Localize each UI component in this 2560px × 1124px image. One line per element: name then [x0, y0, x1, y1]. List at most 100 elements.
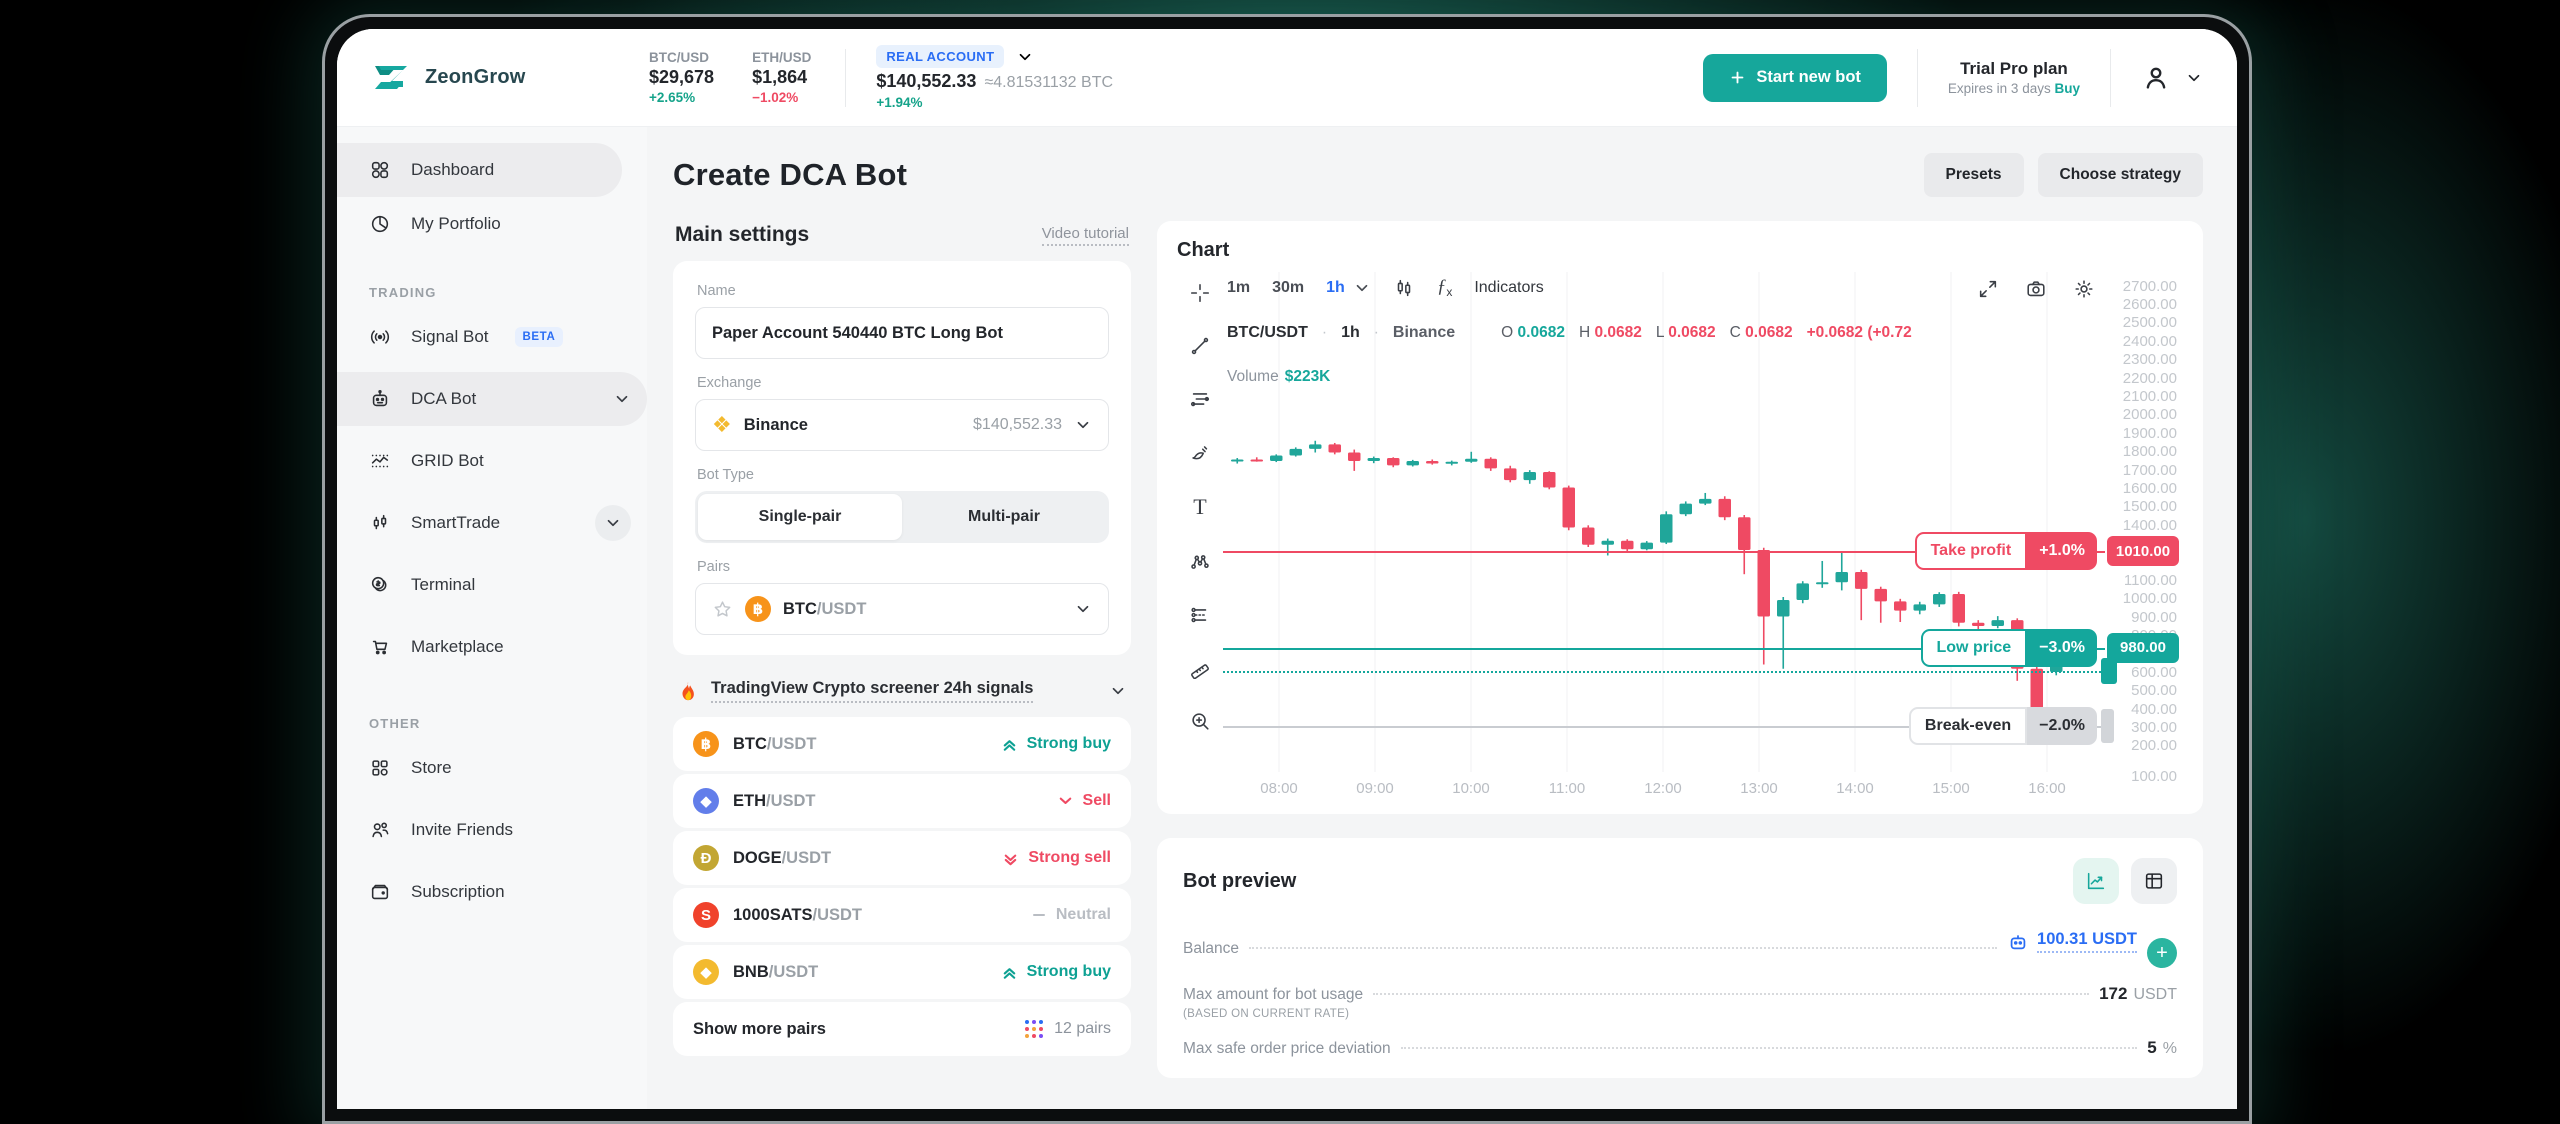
pair-quote: /USDT	[817, 600, 867, 618]
ticker-btc-usd: BTC/USD$29,678+2.65%	[649, 50, 714, 105]
choose-strategy-button[interactable]: Choose strategy	[2038, 153, 2203, 197]
ohlc-change: +0.0682 (+0.72	[1807, 324, 1912, 342]
plan-buy-link[interactable]: Buy	[2054, 81, 2080, 96]
sidebar-item-label: Subscription	[411, 882, 505, 902]
fx-icon[interactable]: ƒx	[1437, 276, 1453, 299]
crosshair-tool-icon[interactable]	[1189, 282, 1211, 304]
preview-table-view-button[interactable]	[2131, 858, 2177, 904]
account-chevron-down-icon[interactable]	[1016, 48, 1034, 66]
favorite-star-icon[interactable]	[712, 599, 733, 620]
sidebar-item-my-portfolio[interactable]: My Portfolio	[337, 197, 647, 251]
spacer	[337, 364, 647, 372]
balance-value[interactable]: 100.31 USDT	[2037, 930, 2137, 953]
plus-icon	[1729, 69, 1746, 86]
expand-icon[interactable]	[1977, 278, 1999, 300]
presets-button[interactable]: Presets	[1924, 153, 2024, 197]
signal-pair: DOGE/USDT	[733, 849, 831, 868]
break-even-handle[interactable]	[2101, 709, 2114, 743]
zoom-tool-icon[interactable]	[1189, 710, 1211, 732]
sidebar-item-terminal[interactable]: Terminal	[337, 558, 647, 612]
bot-type-single-pair[interactable]: Single-pair	[698, 494, 902, 540]
invite-icon	[369, 819, 391, 841]
sidebar-item-invite-friends[interactable]: Invite Friends	[337, 803, 647, 857]
text-tool-icon[interactable]: T	[1193, 494, 1206, 520]
signals-header[interactable]: TradingView Crypto screener 24h signals	[711, 679, 1033, 703]
chart-type-candles-icon[interactable]	[1393, 277, 1415, 299]
y-tick-1800: 1800.00	[2123, 443, 2177, 460]
sidebar-item-store[interactable]: Store	[337, 741, 647, 795]
take-profit-label[interactable]: Take profit+1.0%	[1915, 532, 2097, 570]
ruler-tool-icon[interactable]	[1189, 657, 1211, 679]
signals-chevron-down-icon[interactable]	[1109, 682, 1127, 700]
timeframe-1m[interactable]: 1m	[1227, 279, 1250, 297]
bot-type-segmented: Single-pair Multi-pair	[695, 491, 1109, 543]
max-amount-unit: USDT	[2133, 986, 2177, 1003]
pair-select[interactable]: ฿ BTC/USDT	[695, 583, 1109, 635]
timeframe-30m[interactable]: 30m	[1272, 279, 1304, 297]
chevron-down-icon[interactable]	[613, 390, 631, 408]
sidebar-item-label: Dashboard	[411, 160, 494, 180]
sidebar-item-subscription[interactable]: Subscription	[337, 865, 647, 919]
chevron-down-icon[interactable]	[595, 505, 631, 541]
xabcd-tool-icon[interactable]	[1189, 551, 1211, 573]
camera-icon[interactable]	[2025, 278, 2047, 300]
candlestick-plot[interactable]: Take profit+1.0% Low price−3.0% Break-even…	[1223, 272, 2105, 772]
user-menu[interactable]	[2141, 63, 2203, 93]
ticker-eth-usd: ETH/USD$1,864−1.02%	[752, 50, 811, 105]
dot: ·	[1322, 324, 1327, 342]
position-tool-icon[interactable]	[1189, 604, 1211, 626]
page-title: Create DCA Bot	[673, 157, 907, 193]
dca-icon	[369, 388, 391, 410]
timeframe-1h[interactable]: 1h	[1326, 279, 1345, 297]
y-tick-900: 900.00	[2131, 609, 2177, 626]
sidebar-item-smarttrade[interactable]: SmartTrade	[337, 496, 647, 550]
trend-tool-icon[interactable]	[1189, 335, 1211, 357]
sidebar-item-dca-bot[interactable]: DCA Bot	[337, 372, 647, 426]
sidebar-item-grid-bot[interactable]: GRID Bot	[337, 434, 647, 488]
gear-icon[interactable]	[2073, 278, 2095, 300]
video-tutorial-link[interactable]: Video tutorial	[1042, 225, 1129, 246]
add-funds-button[interactable]: +	[2147, 938, 2177, 968]
max-amount-value: 172	[2099, 984, 2127, 1003]
ticker-price: $29,678	[649, 67, 714, 88]
exchange-name: Binance	[744, 416, 808, 435]
indicators-label[interactable]: Indicators	[1474, 279, 1543, 297]
timeframe-chevron-icon[interactable]	[1353, 279, 1371, 297]
price-axis[interactable]: 100.00200.00300.00400.00500.00600.00700.…	[2105, 272, 2183, 804]
low-price-price-tag: 980.00	[2107, 633, 2179, 663]
sidebar-item-marketplace[interactable]: Marketplace	[337, 620, 647, 674]
account-type-badge[interactable]: REAL ACCOUNT	[876, 45, 1004, 68]
bot-name-input[interactable]	[695, 307, 1109, 359]
safety-line-handle[interactable]	[2101, 658, 2117, 684]
bot-type-multi-pair[interactable]: Multi-pair	[902, 494, 1106, 540]
low-price-percent: −3.0%	[2027, 629, 2097, 667]
take-profit-label-text: Take profit	[1915, 532, 2028, 570]
pairs-label: Pairs	[697, 559, 1107, 575]
break-even-label[interactable]: Break-even−2.0%	[1909, 707, 2097, 745]
safety-line-line[interactable]	[1223, 671, 2105, 673]
signal-down-icon	[1056, 792, 1075, 811]
fib-tool-icon[interactable]	[1189, 388, 1211, 410]
brush-tool-icon[interactable]	[1189, 441, 1211, 463]
y-tick-1500: 1500.00	[2123, 498, 2177, 515]
brand[interactable]: ZeonGrow	[367, 56, 649, 100]
preview-chart-view-button[interactable]	[2073, 858, 2119, 904]
spacer	[337, 488, 647, 496]
x-tick-09-00: 09:00	[1356, 780, 1394, 797]
signal-strong-up-icon	[1000, 963, 1019, 982]
y-tick-500: 500.00	[2131, 682, 2177, 699]
show-more-pairs-row[interactable]: Show more pairs 12 pairs	[673, 1002, 1131, 1056]
exchange-select[interactable]: ❖ Binance $140,552.33	[695, 399, 1109, 451]
start-new-bot-button[interactable]: Start new bot	[1703, 54, 1887, 102]
sidebar-item-dashboard[interactable]: Dashboard	[337, 143, 622, 197]
low-price-label[interactable]: Low price−3.0%	[1921, 629, 2098, 667]
main-settings-card: Name Exchange ❖ Binance $140,552.33 Bot …	[673, 261, 1131, 655]
brand-name: ZeonGrow	[425, 66, 526, 89]
